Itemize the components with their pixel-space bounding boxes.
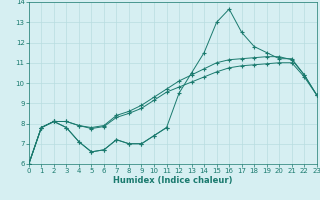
X-axis label: Humidex (Indice chaleur): Humidex (Indice chaleur) (113, 176, 233, 185)
